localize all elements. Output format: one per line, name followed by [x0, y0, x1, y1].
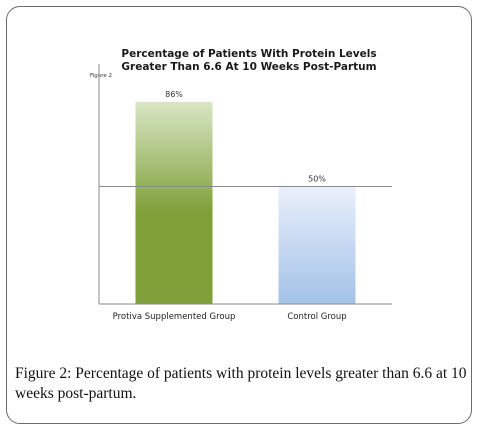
- caption-label: Figure 2:: [15, 365, 72, 382]
- figure-frame: [6, 6, 472, 424]
- caption-text: Percentage of patients with protein leve…: [15, 365, 467, 402]
- x-tick-label-1: Control Group: [287, 312, 346, 322]
- figure-caption: Figure 2: Percentage of patients with pr…: [15, 364, 467, 404]
- x-tick-label-0: Protiva Supplemented Group: [113, 312, 236, 322]
- chart-title-line-1: Percentage of Patients With Protein Leve…: [121, 48, 377, 60]
- bar-1: [278, 186, 356, 304]
- chart-title-line-2: Greater Than 6.6 At 10 Weeks Post-Partum: [121, 61, 377, 73]
- data-label-1: 50%: [308, 175, 326, 184]
- data-label-0: 86%: [165, 90, 183, 99]
- figure-small-label: Figure 2: [90, 73, 113, 79]
- bar-0: [135, 101, 213, 305]
- chart-title: Percentage of Patients With Protein Leve…: [120, 48, 378, 74]
